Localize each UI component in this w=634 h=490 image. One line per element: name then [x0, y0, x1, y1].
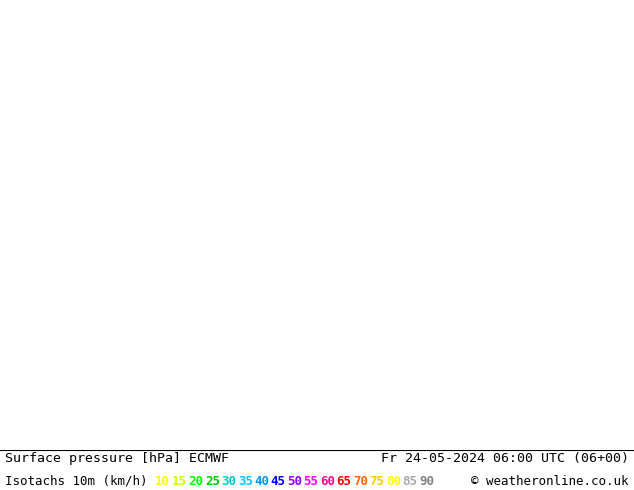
Text: 75: 75 — [370, 475, 385, 488]
Text: 60: 60 — [320, 475, 335, 488]
Text: 20: 20 — [188, 475, 204, 488]
Text: 90: 90 — [419, 475, 434, 488]
Text: 35: 35 — [238, 475, 253, 488]
Text: 30: 30 — [221, 475, 236, 488]
Text: 40: 40 — [254, 475, 269, 488]
Text: 45: 45 — [271, 475, 286, 488]
Text: 15: 15 — [172, 475, 187, 488]
Text: 65: 65 — [337, 475, 352, 488]
Text: 85: 85 — [403, 475, 418, 488]
Text: Fr 24-05-2024 06:00 UTC (06+00): Fr 24-05-2024 06:00 UTC (06+00) — [381, 452, 629, 465]
Text: 80: 80 — [386, 475, 401, 488]
Text: 70: 70 — [353, 475, 368, 488]
Text: 50: 50 — [287, 475, 302, 488]
Text: 55: 55 — [304, 475, 319, 488]
Text: Surface pressure [hPa] ECMWF: Surface pressure [hPa] ECMWF — [5, 452, 229, 465]
Text: 25: 25 — [205, 475, 220, 488]
Text: 10: 10 — [155, 475, 171, 488]
Text: Isotachs 10m (km/h): Isotachs 10m (km/h) — [5, 475, 148, 488]
Text: © weatheronline.co.uk: © weatheronline.co.uk — [472, 475, 629, 488]
